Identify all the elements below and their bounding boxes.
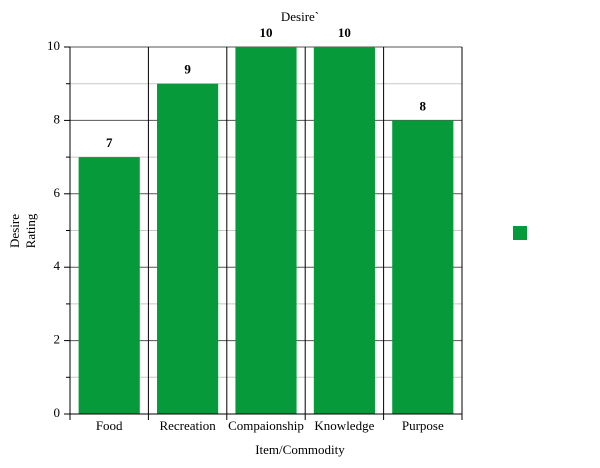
x-axis-label: Item/Commodity xyxy=(255,442,345,457)
x-tick-label: Recreation xyxy=(159,418,216,433)
chart-title: Desire` xyxy=(281,9,319,24)
x-tick-label: Purpose xyxy=(402,418,444,433)
y-axis-label: Rating xyxy=(23,213,38,248)
bar xyxy=(78,157,140,414)
y-tick-label: 8 xyxy=(54,111,61,126)
value-label: 7 xyxy=(106,135,113,150)
value-label: 10 xyxy=(260,25,273,40)
value-label: 10 xyxy=(338,25,351,40)
value-label: 9 xyxy=(184,62,191,77)
x-tick-label: Knowledge xyxy=(314,418,374,433)
legend-swatch xyxy=(513,226,527,240)
bar xyxy=(157,83,219,414)
y-tick-label: 0 xyxy=(54,405,61,420)
y-tick-label: 6 xyxy=(54,185,61,200)
bar xyxy=(313,47,375,414)
x-tick-label: Food xyxy=(96,418,123,433)
y-tick-label: 10 xyxy=(47,38,60,53)
bar xyxy=(235,47,297,414)
y-tick-label: 4 xyxy=(54,258,61,273)
y-axis-label: Desire xyxy=(7,214,22,248)
y-tick-label: 2 xyxy=(54,332,61,347)
bar xyxy=(392,120,454,415)
value-label: 8 xyxy=(420,98,427,113)
x-tick-label: Compaionship xyxy=(228,418,304,433)
